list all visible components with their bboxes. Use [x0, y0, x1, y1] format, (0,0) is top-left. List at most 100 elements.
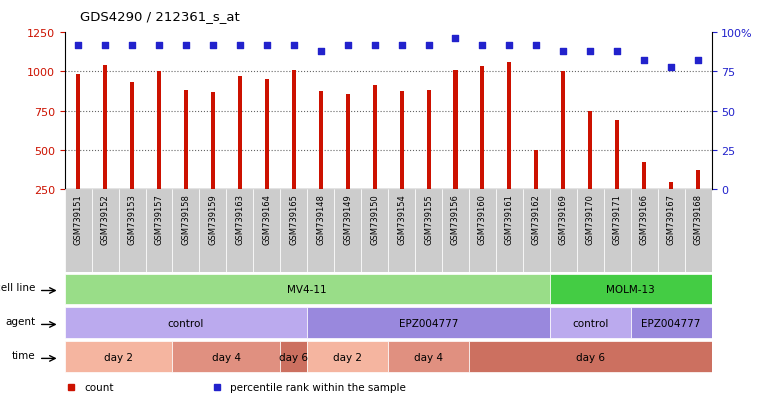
Point: [72, 42, 84, 49]
Text: day 4: day 4: [414, 352, 443, 362]
Bar: [426, 91, 431, 190]
Text: day 2: day 2: [104, 352, 133, 362]
Text: GSM739167: GSM739167: [667, 194, 676, 244]
Text: MV4-11: MV4-11: [288, 284, 327, 294]
Bar: [469, 190, 496, 272]
Point: [422, 42, 435, 49]
Bar: [562, 72, 565, 190]
Text: GSM739148: GSM739148: [317, 194, 325, 244]
Point: [476, 42, 489, 49]
Point: [234, 42, 246, 49]
Bar: [388, 190, 415, 272]
Text: GSM739151: GSM739151: [74, 194, 83, 244]
Point: [530, 42, 543, 49]
Bar: [334, 190, 361, 272]
Bar: [615, 121, 619, 190]
Bar: [211, 93, 215, 190]
Text: GSM739166: GSM739166: [640, 194, 648, 244]
Bar: [550, 190, 577, 272]
Bar: [238, 77, 242, 190]
Text: GSM739169: GSM739169: [559, 194, 568, 244]
Bar: [454, 71, 457, 190]
Bar: [669, 183, 673, 190]
Bar: [603, 190, 631, 272]
Bar: [227, 190, 253, 272]
Bar: [157, 72, 161, 190]
Bar: [685, 190, 712, 272]
Bar: [373, 86, 377, 190]
Bar: [577, 190, 603, 272]
Point: [180, 42, 192, 49]
Bar: [388, 342, 469, 372]
Text: EPZ004777: EPZ004777: [642, 318, 701, 328]
Bar: [65, 308, 307, 338]
Bar: [400, 92, 403, 190]
Text: control: control: [167, 318, 204, 328]
Text: GSM739152: GSM739152: [100, 194, 110, 244]
Point: [638, 58, 650, 64]
Text: EPZ004777: EPZ004777: [399, 318, 458, 328]
Point: [396, 42, 408, 49]
Bar: [480, 66, 485, 190]
Bar: [658, 190, 685, 272]
Bar: [184, 91, 188, 190]
Text: GSM739159: GSM739159: [209, 194, 218, 244]
Bar: [65, 274, 550, 304]
Text: GSM739160: GSM739160: [478, 194, 487, 244]
Text: cell line: cell line: [0, 282, 36, 292]
Text: GSM739158: GSM739158: [181, 194, 190, 244]
Bar: [361, 190, 388, 272]
Bar: [442, 190, 469, 272]
Bar: [523, 190, 550, 272]
Bar: [65, 190, 91, 272]
Point: [665, 64, 677, 71]
Text: agent: agent: [5, 316, 36, 326]
Text: GSM739156: GSM739156: [451, 194, 460, 244]
Text: GSM739171: GSM739171: [613, 194, 622, 244]
Text: GSM739163: GSM739163: [235, 194, 244, 244]
Point: [368, 42, 380, 49]
Text: GSM739162: GSM739162: [532, 194, 541, 244]
Bar: [534, 150, 538, 190]
Text: percentile rank within the sample: percentile rank within the sample: [230, 382, 406, 392]
Bar: [103, 66, 107, 190]
Bar: [550, 308, 631, 338]
Text: GSM739165: GSM739165: [289, 194, 298, 244]
Bar: [696, 171, 700, 190]
Text: MOLM-13: MOLM-13: [607, 284, 655, 294]
Bar: [631, 308, 712, 338]
Text: GSM739168: GSM739168: [693, 194, 702, 244]
Bar: [76, 75, 80, 190]
Bar: [642, 163, 646, 190]
Point: [261, 42, 273, 49]
Bar: [345, 95, 350, 190]
Text: GSM739150: GSM739150: [370, 194, 379, 244]
Bar: [199, 190, 227, 272]
Bar: [307, 308, 550, 338]
Text: GSM739161: GSM739161: [505, 194, 514, 244]
Point: [126, 42, 139, 49]
Bar: [119, 190, 145, 272]
Bar: [291, 71, 296, 190]
Bar: [631, 190, 658, 272]
Text: GSM739170: GSM739170: [586, 194, 595, 244]
Point: [99, 42, 111, 49]
Bar: [265, 80, 269, 190]
Text: day 6: day 6: [576, 352, 605, 362]
Point: [288, 42, 300, 49]
Point: [450, 36, 462, 43]
Point: [342, 42, 354, 49]
Bar: [145, 190, 173, 272]
Bar: [319, 92, 323, 190]
Point: [153, 42, 165, 49]
Text: GSM739157: GSM739157: [154, 194, 164, 244]
Bar: [550, 274, 712, 304]
Text: GSM739154: GSM739154: [397, 194, 406, 244]
Point: [207, 42, 219, 49]
Bar: [253, 190, 280, 272]
Point: [584, 48, 597, 55]
Bar: [496, 190, 523, 272]
Text: control: control: [572, 318, 609, 328]
Text: count: count: [84, 382, 113, 392]
Bar: [280, 342, 307, 372]
